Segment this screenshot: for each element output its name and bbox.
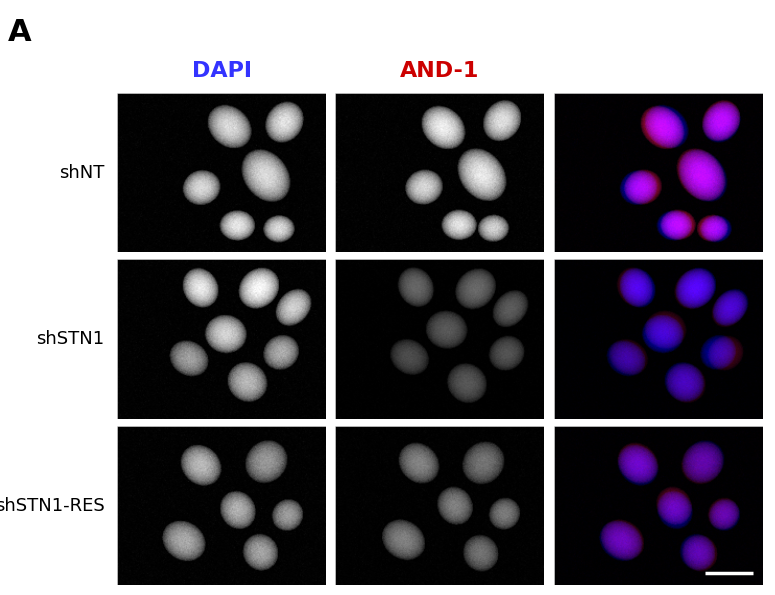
Text: Merge: Merge <box>618 61 698 80</box>
Text: shNT: shNT <box>59 164 105 181</box>
Text: shSTN1-RES: shSTN1-RES <box>0 497 105 515</box>
Text: A: A <box>8 18 31 47</box>
Text: shSTN1: shSTN1 <box>36 330 105 348</box>
Text: AND-1: AND-1 <box>400 61 480 80</box>
Text: DAPI: DAPI <box>191 61 252 80</box>
